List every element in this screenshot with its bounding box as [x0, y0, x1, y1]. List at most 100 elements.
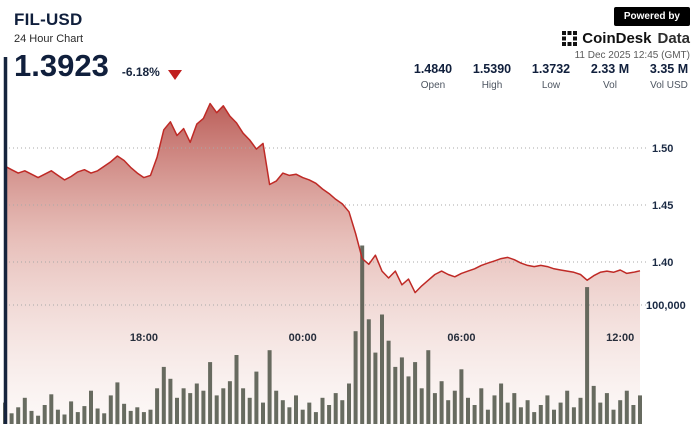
volume-bar — [22, 397, 27, 424]
volume-bar — [611, 409, 616, 424]
volume-bar — [485, 409, 490, 424]
volume-bar — [585, 287, 590, 424]
volume-bar — [419, 388, 424, 424]
price-change-percent: -6.18% — [121, 65, 160, 79]
volume-bar — [552, 409, 556, 424]
volume-bar — [9, 413, 14, 424]
volume-bar — [16, 407, 21, 424]
volume-bar — [148, 409, 153, 424]
volume-bar — [161, 366, 166, 424]
volume-bar — [175, 397, 179, 424]
volume-bar — [128, 410, 133, 424]
volume-bar — [538, 405, 543, 424]
volume-bar — [479, 388, 484, 424]
volume-axis-label: 100,000 — [646, 300, 686, 312]
volume-bar — [512, 393, 517, 424]
volume-bar — [75, 412, 80, 424]
volume-bar — [115, 382, 120, 425]
volume-bar — [532, 412, 537, 424]
volume-bar — [380, 314, 384, 424]
price-down-triangle-icon — [167, 70, 182, 80]
stat-vol-usd: 3.35 M Vol USD — [648, 62, 690, 91]
volume-bar — [29, 410, 34, 424]
volume-bar — [366, 319, 371, 424]
volume-bar — [247, 397, 252, 424]
volume-bar — [406, 376, 411, 424]
volume-bar — [452, 390, 457, 424]
volume-bar — [459, 369, 464, 424]
brand-name-data: Data — [657, 30, 690, 47]
volume-bar — [638, 395, 642, 424]
stat-vol-value: 2.33 M — [590, 62, 630, 76]
price-axis-label: 1.40 — [652, 257, 673, 269]
time-axis-label: 18:00 — [130, 332, 158, 344]
stat-high: 1.5390 High — [471, 62, 513, 91]
volume-bar — [62, 414, 67, 424]
volume-bar — [333, 393, 338, 424]
coindesk-data-logo[interactable]: CoinDesk Data — [562, 30, 690, 47]
stat-low: 1.3732 Low — [530, 62, 572, 91]
volume-bar — [618, 400, 623, 424]
brand-name-coindesk: CoinDesk — [582, 30, 652, 47]
volume-bar — [294, 395, 298, 424]
time-axis-label: 00:00 — [289, 332, 317, 344]
stat-vol-usd-label: Vol USD — [650, 80, 688, 91]
volume-bar — [432, 393, 437, 424]
volume-bar — [353, 331, 358, 424]
volume-bar — [201, 390, 206, 424]
volume-bar — [631, 405, 636, 424]
volume-bar — [499, 383, 504, 424]
volume-bar — [55, 409, 60, 424]
volume-bar — [135, 407, 140, 424]
volume-bar — [181, 388, 186, 424]
price-axis-label: 1.45 — [652, 200, 673, 212]
symbol-title: FIL-USD — [14, 10, 83, 29]
volume-bar — [313, 412, 318, 424]
volume-bar — [241, 388, 246, 424]
time-axis-label: 12:00 — [606, 332, 634, 344]
volume-bar — [122, 403, 127, 424]
volume-bar — [545, 395, 550, 424]
volume-bar — [108, 395, 113, 424]
volume-bar — [227, 381, 232, 424]
volume-bar — [214, 395, 219, 424]
stat-low-label: Low — [541, 80, 561, 91]
volume-bar — [221, 388, 226, 424]
volume-bar — [604, 393, 609, 424]
stat-open: 1.4840 Open — [412, 62, 454, 91]
volume-bar — [472, 405, 477, 424]
volume-bar — [261, 402, 265, 424]
volume-bar — [525, 400, 530, 424]
chart-subtitle: 24 Hour Chart — [14, 33, 84, 45]
volume-bar — [505, 402, 510, 424]
volume-bar — [598, 402, 603, 424]
volume-bar — [95, 408, 100, 424]
volume-bar — [234, 355, 239, 424]
current-price: 1.3923 — [14, 48, 109, 83]
volume-bar — [49, 394, 54, 425]
volume-bar — [320, 397, 325, 424]
stat-vol-usd-value: 3.35 M — [649, 62, 689, 76]
volume-bar — [89, 390, 93, 424]
volume-bar — [82, 406, 87, 424]
volume-bar — [386, 340, 391, 424]
stat-open-value: 1.4840 — [413, 62, 453, 76]
volume-bar — [267, 350, 272, 424]
volume-bar — [102, 413, 107, 424]
volume-bar — [360, 245, 365, 424]
volume-bar — [347, 383, 351, 424]
header-right: Powered by CoinDesk Data 11 Dec 2025 12:… — [562, 6, 690, 61]
time-axis-label: 06:00 — [447, 332, 475, 344]
volume-bar — [300, 409, 305, 424]
volume-bar — [393, 366, 398, 424]
price-line — [4, 102, 641, 294]
volume-bar — [373, 352, 378, 424]
volume-bar — [571, 407, 576, 424]
price-axis-label: 1.50 — [652, 143, 673, 155]
volume-bar — [141, 412, 146, 424]
volume-bar — [69, 401, 74, 424]
volume-bar — [413, 362, 418, 424]
volume-bar — [492, 395, 497, 424]
volume-bar — [426, 350, 431, 424]
